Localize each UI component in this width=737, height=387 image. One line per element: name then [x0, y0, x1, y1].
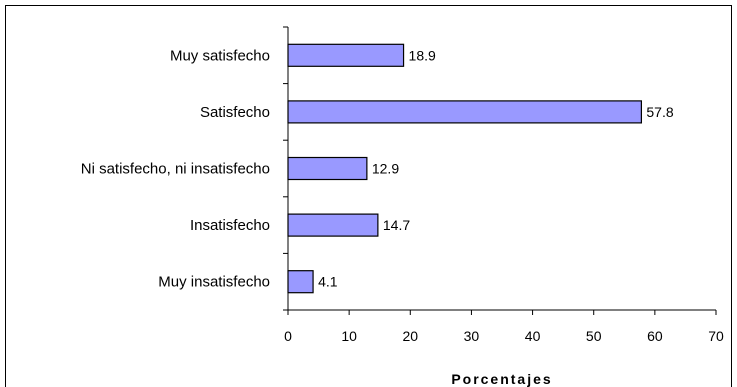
- x-tick-label: 60: [647, 328, 663, 344]
- category-label: Insatisfecho: [190, 217, 270, 234]
- x-tick-label: 50: [586, 328, 602, 344]
- bar: [287, 156, 368, 181]
- x-tick-label: 40: [525, 328, 541, 344]
- bar: [287, 43, 405, 67]
- category-labels: Muy satisfecho Satisfecho Ni satisfecho, n…: [81, 47, 270, 290]
- category-label: Satisfecho: [200, 104, 270, 121]
- bars-layer: 18.9 57.8 12.9 14.7 4.1: [287, 43, 674, 294]
- x-tick-label: 20: [402, 328, 418, 344]
- bar: [287, 100, 643, 124]
- data-label: 4.1: [318, 274, 338, 290]
- x-ticks: 0 10 20 30 40 50 60 70: [284, 310, 724, 344]
- data-label: 18.9: [409, 47, 436, 63]
- bar: [287, 270, 314, 294]
- bar: [287, 213, 379, 237]
- axes-layer: [283, 26, 716, 311]
- x-tick-label: 30: [464, 328, 480, 344]
- data-label: 57.8: [646, 104, 673, 120]
- x-tick-label: 10: [341, 328, 357, 344]
- category-label: Muy insatisfecho: [158, 274, 270, 291]
- category-label: Muy satisfecho: [170, 47, 270, 64]
- x-tick-label: 0: [284, 328, 292, 344]
- x-axis-title: Porcentajes: [451, 371, 552, 387]
- data-label: 12.9: [372, 161, 399, 177]
- data-label: 14.7: [383, 217, 410, 233]
- chart-frame: [5, 5, 732, 387]
- x-tick-label: 70: [708, 328, 724, 344]
- category-label: Ni satisfecho, ni insatisfecho: [81, 161, 270, 178]
